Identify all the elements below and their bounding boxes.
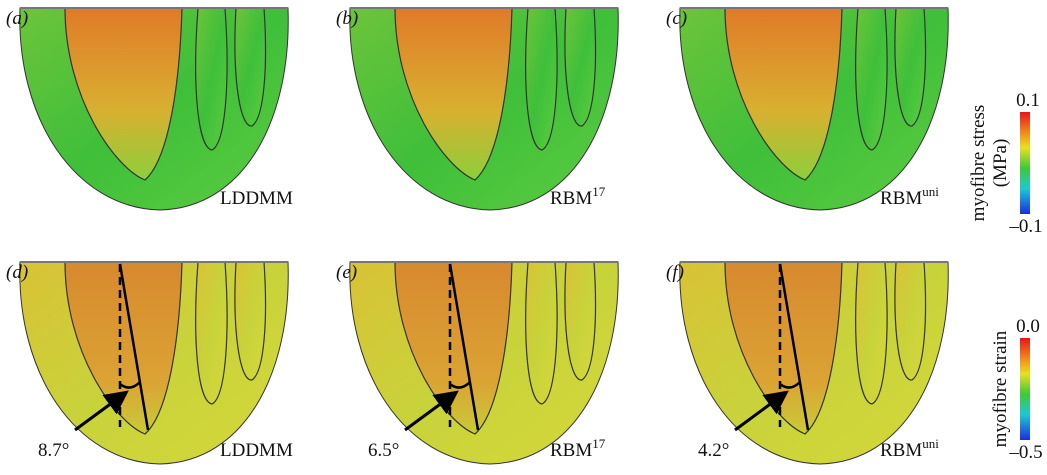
rv-cavity <box>234 7 267 127</box>
rv-cavity <box>234 261 267 381</box>
rv-cavity <box>894 7 927 127</box>
model-label: LDDMM <box>220 440 293 461</box>
colorbar <box>1020 112 1030 214</box>
angle-label: 4.2° <box>698 440 729 461</box>
colorbar-min: –0.1 <box>1008 216 1042 237</box>
rv-cavity <box>525 7 558 151</box>
colorbar-label: (MPa) <box>990 139 1011 188</box>
model-superscript: uni <box>922 436 939 451</box>
heart-panel: (a) LDDMM <box>6 7 293 211</box>
model-superscript: uni <box>922 184 939 199</box>
panel-label: (f) <box>666 262 684 283</box>
model-superscript: 17 <box>592 184 606 199</box>
lv-cavity <box>64 7 183 181</box>
colorbar <box>1020 338 1030 440</box>
rv-cavity <box>894 261 927 381</box>
axis-solid <box>448 263 480 431</box>
angle-arc <box>119 381 141 389</box>
axis-solid <box>118 263 150 431</box>
lv-cavity <box>724 7 843 181</box>
rv-cavity <box>564 261 597 381</box>
lv-cavity <box>724 261 843 435</box>
model-label: RBM17 <box>550 184 606 209</box>
model-label: RBMuni <box>880 184 939 209</box>
heart-panel: (c) RBMuni <box>666 7 949 211</box>
panel-label: (a) <box>6 8 28 29</box>
rv-cavity <box>564 7 597 127</box>
rv-cavity <box>525 261 558 405</box>
colorbar-max: 0.0 <box>1016 316 1040 337</box>
angle-arc <box>449 381 471 389</box>
model-name: RBM <box>880 440 922 461</box>
model-name: LDDMM <box>220 188 293 209</box>
rv-cavity <box>855 261 888 405</box>
angle-arc <box>779 381 801 389</box>
rv-cavity <box>195 7 228 151</box>
panel-label: (d) <box>6 262 28 283</box>
rv-cavity <box>195 261 228 405</box>
panel-label: (e) <box>336 262 357 283</box>
colorbar-label: myofibre strain <box>990 330 1011 447</box>
panel-label: (c) <box>666 8 687 29</box>
model-superscript: 17 <box>592 436 606 451</box>
axis-solid <box>778 263 810 431</box>
angle-label: 6.5° <box>368 440 399 461</box>
heart-panel: (b) RBM17 <box>336 7 619 211</box>
lv-cavity <box>394 7 513 181</box>
lv-cavity <box>64 261 183 435</box>
colorbar-label: myofibre stress <box>968 105 989 222</box>
colorbar-max: 0.1 <box>1016 90 1040 111</box>
lv-cavity <box>394 261 513 435</box>
model-name: RBM <box>550 440 592 461</box>
pointer-arrow <box>74 390 129 432</box>
angle-label: 8.7° <box>38 440 69 461</box>
pointer-arrow <box>404 390 459 432</box>
colorbar-min: –0.5 <box>1008 442 1042 463</box>
model-label: LDDMM <box>220 188 293 209</box>
pointer-arrow <box>734 390 789 432</box>
heart-panel: (f) RBMuni 4.2° <box>666 261 949 465</box>
model-name: LDDMM <box>220 440 293 461</box>
rv-cavity <box>855 7 888 151</box>
model-label: RBM17 <box>550 436 606 461</box>
model-name: RBM <box>880 188 922 209</box>
model-label: RBMuni <box>880 436 939 461</box>
model-name: RBM <box>550 188 592 209</box>
heart-panel: (e) RBM17 6.5° <box>336 261 619 465</box>
panel-label: (b) <box>336 8 358 29</box>
heart-panel: (d) LDDMM 8.7° <box>6 261 293 465</box>
